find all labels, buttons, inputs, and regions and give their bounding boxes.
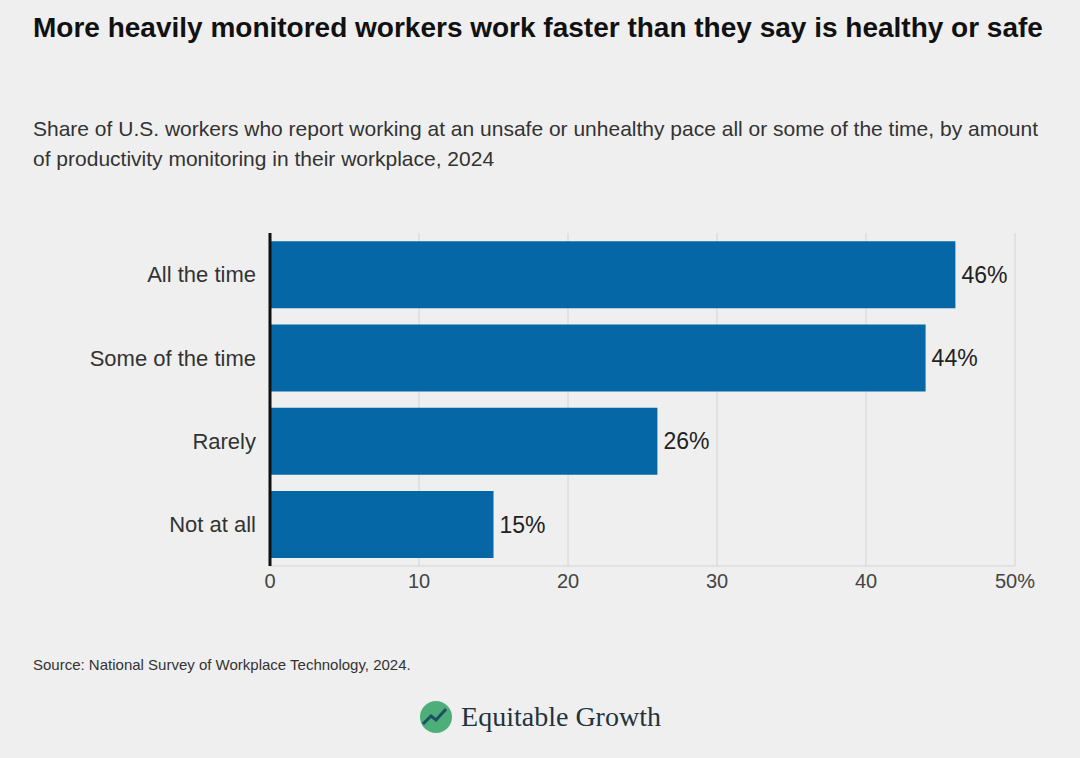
html-text:Equitable Growth: Equitable Growth [461, 701, 661, 732]
html-text:Share of U.S. workers who repo: Share of U.S. workers who report working… [33, 117, 1038, 170]
svg-text:26%: 26% [663, 428, 709, 454]
svg-text:30: 30 [706, 570, 728, 592]
svg-text:0: 0 [264, 570, 275, 592]
svg-text:50%: 50% [995, 570, 1035, 592]
html-text:More heavily monitored workers: More heavily monitored workers work fast… [33, 12, 1043, 43]
svg-text:Some of the time: Some of the time [90, 346, 256, 371]
svg-text:44%: 44% [932, 345, 978, 371]
svg-text:46%: 46% [961, 262, 1007, 288]
svg-text:20: 20 [557, 570, 579, 592]
svg-text:Rarely: Rarely [192, 429, 256, 454]
svg-text:10: 10 [408, 570, 430, 592]
html-text:Source: National Survey of Wor: Source: National Survey of Workplace Tec… [33, 656, 411, 673]
svg-text:Not at all: Not at all [169, 512, 256, 537]
svg-text:40: 40 [855, 570, 877, 592]
svg-text:15%: 15% [500, 512, 546, 538]
svg-text:All the time: All the time [147, 262, 256, 287]
